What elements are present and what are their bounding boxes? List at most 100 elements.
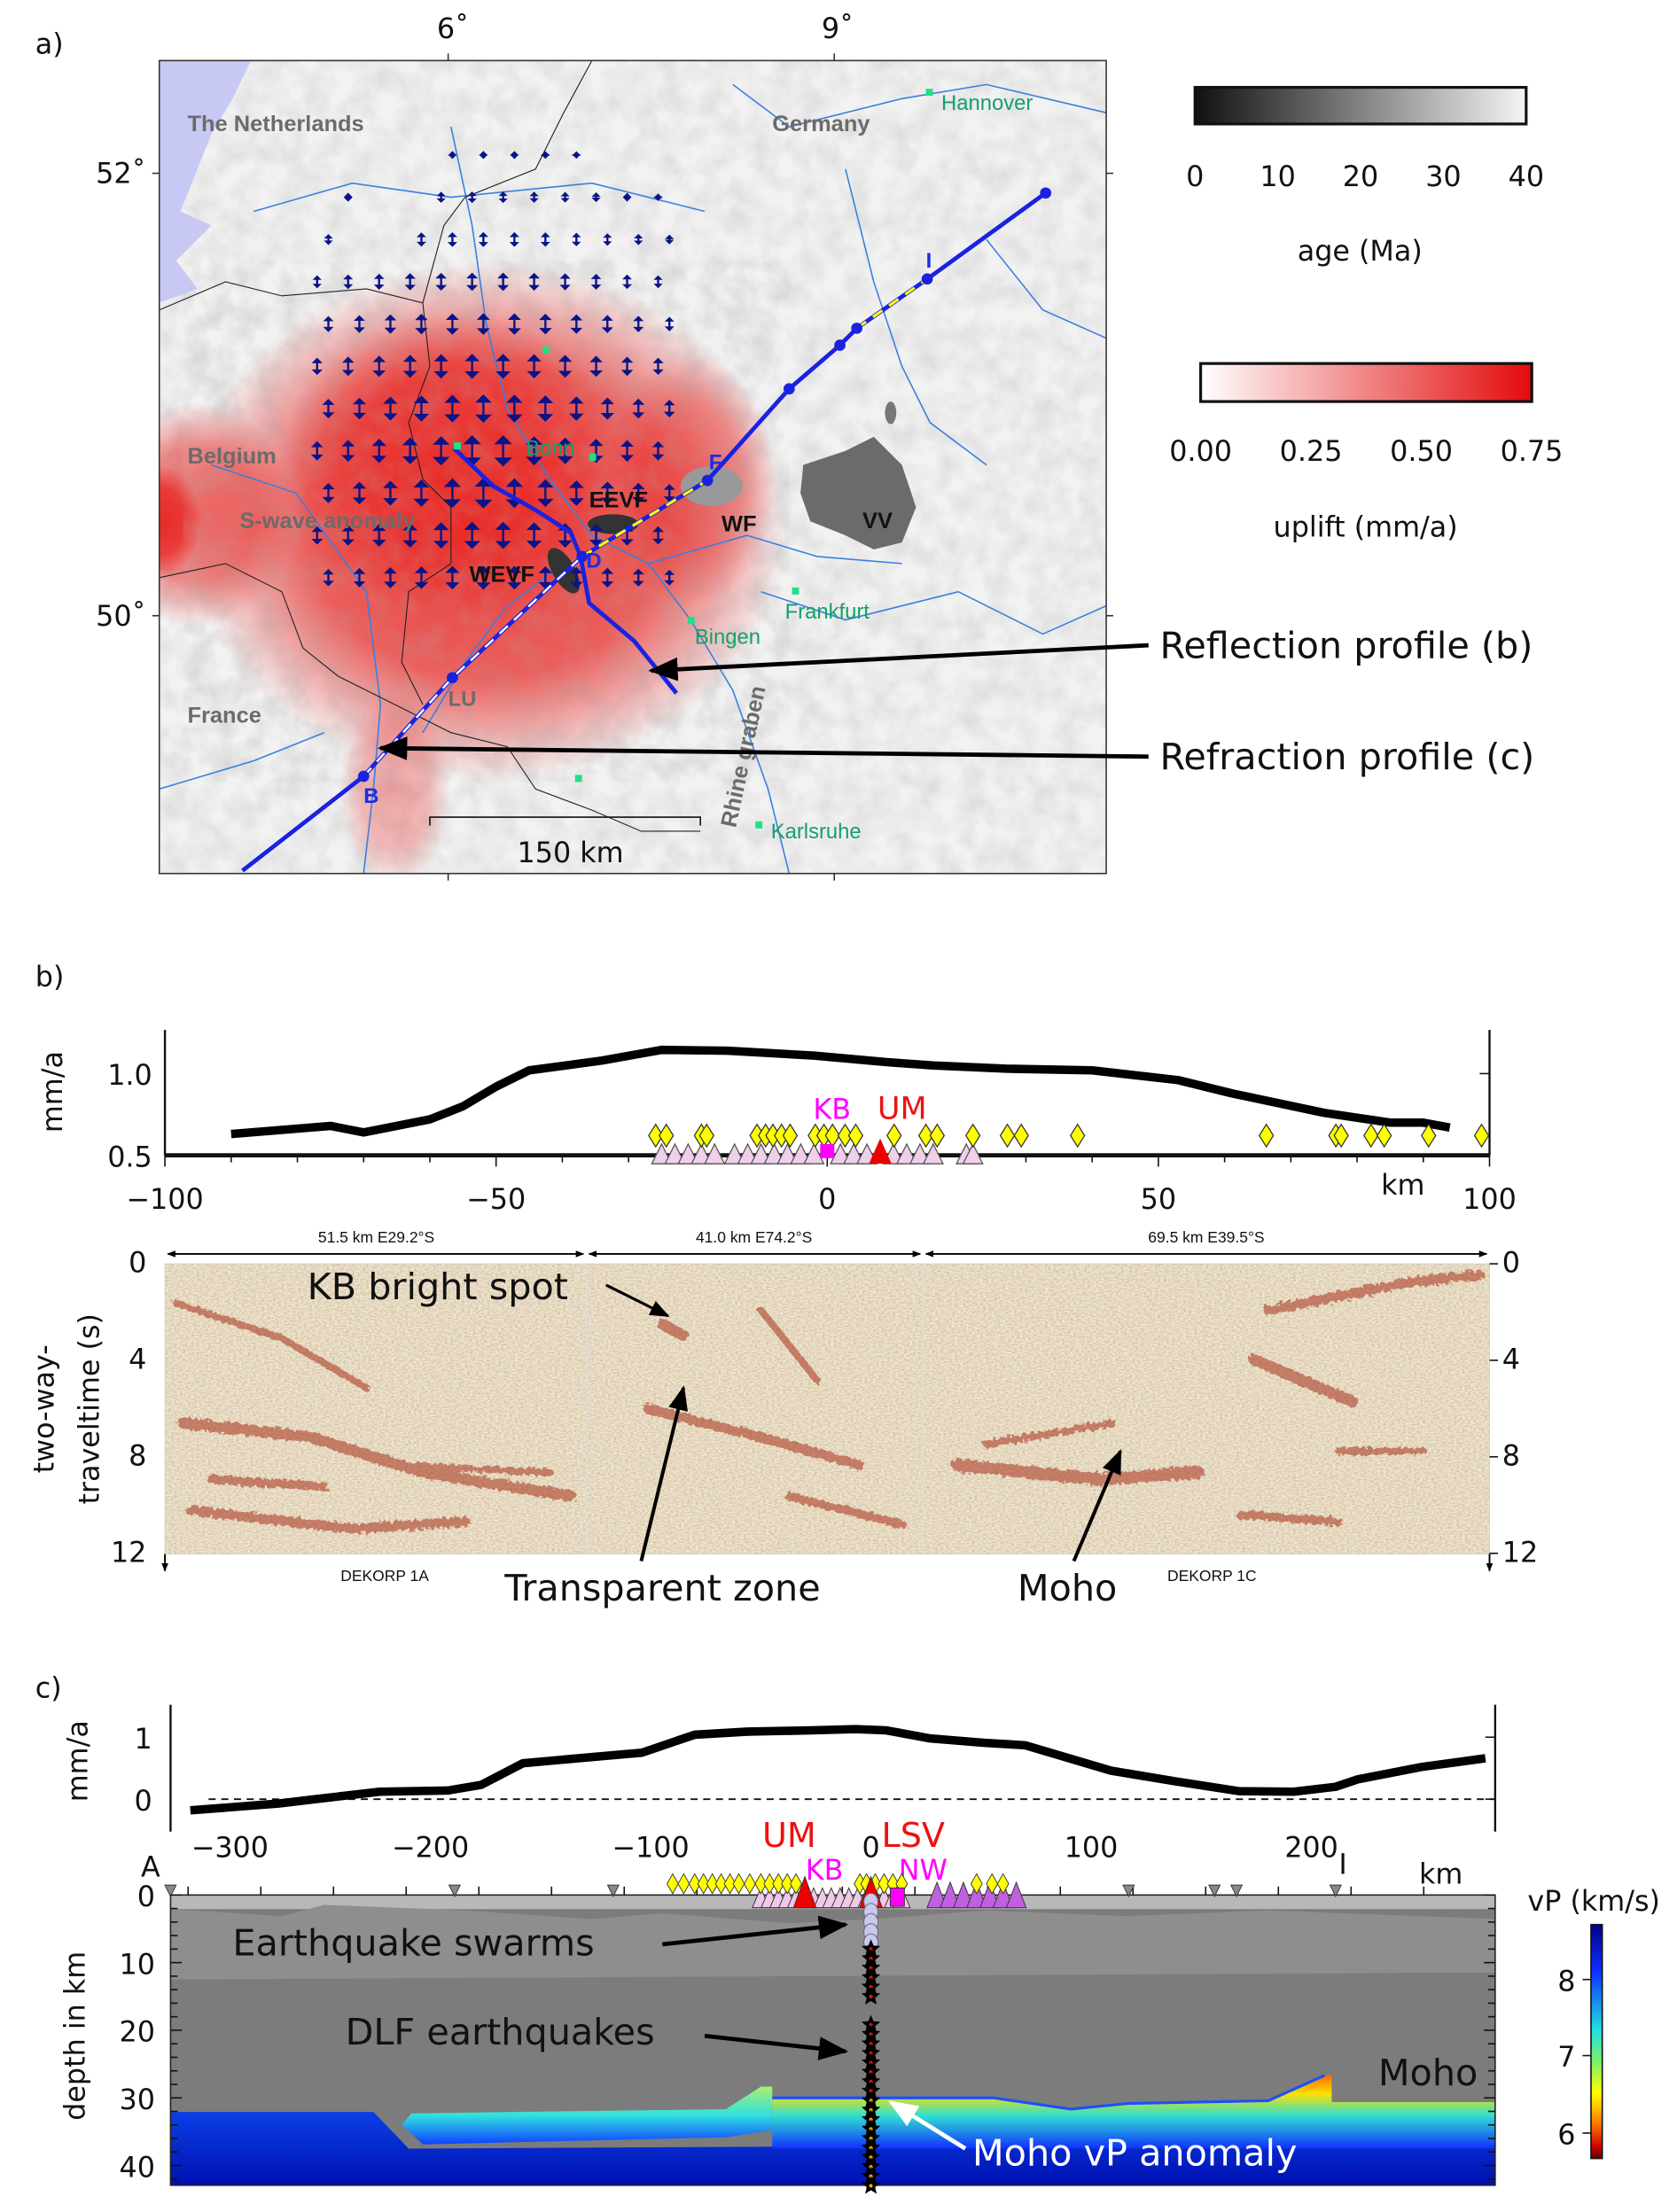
velocity-arrow <box>497 272 510 292</box>
velocity-arrow <box>323 315 334 332</box>
nw-marker <box>889 1887 905 1907</box>
reflection-profile-label: Reflection profile (b) <box>1159 624 1533 666</box>
arrow-head <box>506 394 523 423</box>
arrow-head <box>663 484 675 502</box>
arrow-head <box>352 397 366 420</box>
arrow-head <box>569 566 583 588</box>
arrow-head <box>652 357 664 376</box>
moho-label-b: Moho <box>1018 1567 1117 1609</box>
velocity-arrow <box>343 192 353 202</box>
arrow-head <box>415 314 428 335</box>
arrow-head <box>653 193 663 201</box>
volcano-triangle <box>750 1142 772 1164</box>
arrow-head <box>591 192 601 203</box>
panel-c-uplift-plot: mm/a km A I −300 −200 −100 0 100 200 1 0 UM LSV KB… <box>62 1704 1497 1891</box>
volcano-triangle-purple <box>940 1881 961 1909</box>
maar-diamond <box>970 1873 983 1895</box>
maar-diamond <box>688 1873 701 1895</box>
arrow-head <box>436 191 446 203</box>
velocity-arrow <box>372 355 386 378</box>
velocity-arrow <box>572 151 581 160</box>
uplift-curve <box>190 1725 1486 1815</box>
velocity-arrow <box>653 275 663 289</box>
lat-tick-52: 52˚ <box>96 158 145 191</box>
velocity-arrow <box>479 151 488 160</box>
volcano-triangle <box>962 1142 984 1164</box>
twt-tick-label-left: 4 <box>129 1343 146 1375</box>
velocity-arrow <box>510 151 519 160</box>
lon-tick-6: 6˚ <box>437 12 469 45</box>
velocity-arrow <box>443 478 462 509</box>
velocity-arrow <box>541 151 550 160</box>
velocity-arrow <box>529 191 539 203</box>
arrow-head <box>371 524 386 547</box>
maar-diamond <box>1070 1123 1086 1149</box>
velocity-arrow <box>652 526 664 545</box>
reflection-arrow <box>648 643 1149 682</box>
maar-diamond <box>1013 1123 1029 1149</box>
velocity-arrow <box>413 395 430 422</box>
arrow-head <box>478 231 488 247</box>
moho-vp-anomaly-label: Moho vP anomaly <box>972 2132 1297 2175</box>
volcano-triangle <box>790 1142 812 1164</box>
age-tick-label: 20 <box>1343 160 1378 193</box>
marker-label-lsv: LSV <box>881 1816 945 1855</box>
panel-b-uplift-plot: mm/a km −100 −50 0 50 100 1.0 0.5 KB UM <box>36 1030 1517 1216</box>
velocity-arrow <box>620 440 634 462</box>
arrow-head <box>354 315 365 333</box>
velocity-arrow <box>445 313 459 335</box>
arrow-head <box>651 440 665 461</box>
velocity-arrow <box>433 354 448 379</box>
arrow-head <box>476 313 490 335</box>
age-tick-label: 0 <box>1186 160 1204 193</box>
arrow-head <box>507 565 522 590</box>
country-germany: Germany <box>772 112 870 136</box>
kb-arrow <box>604 1283 670 1318</box>
velocity-arrow <box>445 565 460 590</box>
arrow-head <box>558 354 573 378</box>
city-bingen: Bingen <box>695 626 760 650</box>
velocity-arrow <box>540 232 550 247</box>
volcano-triangle <box>651 1142 673 1164</box>
panel-label-c: c) <box>35 1672 62 1705</box>
arrow-head <box>383 396 398 421</box>
arrow-head <box>417 232 426 247</box>
station-marker <box>1329 1884 1343 1897</box>
twt-tick-label-right: 0 <box>1502 1247 1520 1280</box>
kb-label: KB <box>813 1093 851 1125</box>
depth-tick-label: 20 <box>119 2016 154 2049</box>
velocity-arrow <box>341 525 355 546</box>
depth-tick-label: 0 <box>137 1881 155 1913</box>
line-label-dekorp-1a: DEKORP 1A <box>340 1567 429 1585</box>
arrow-head <box>632 568 644 587</box>
arrow-head <box>433 354 448 379</box>
volcano-triangle-purple <box>966 1881 987 1909</box>
eevf-label: EEVF <box>589 487 648 512</box>
arrow-head <box>445 313 459 335</box>
x-tick-label: 50 <box>1141 1183 1176 1216</box>
panel-label-a: a) <box>35 27 64 60</box>
um-marker <box>792 1875 817 1909</box>
velocity-arrow <box>324 234 333 245</box>
arrow-head <box>433 436 450 466</box>
moho-anomaly-arrow <box>887 2099 967 2151</box>
age-colorbar: 0 10 20 30 40 age (Ma) <box>1186 85 1544 268</box>
velocity-arrow <box>352 397 366 420</box>
kb-marker <box>820 1143 835 1158</box>
moho-arrow-b <box>1072 1448 1122 1562</box>
panel-c-xlabel: km <box>1419 1858 1462 1891</box>
arrow-head <box>600 481 615 505</box>
lat-tick-50: 50˚ <box>96 600 145 633</box>
arrow-head <box>323 315 334 332</box>
arrow-head <box>322 398 335 419</box>
volcano-triangle <box>704 1142 726 1164</box>
velocity-arrow <box>653 193 663 201</box>
maar-diamond <box>698 1123 714 1149</box>
arrow-head <box>653 275 663 289</box>
maar-diamond <box>996 1873 1010 1895</box>
station-marker <box>606 1884 620 1897</box>
velocity-arrow <box>384 566 397 588</box>
arrow-head <box>540 232 550 247</box>
city-hannover: Hannover <box>941 91 1033 115</box>
arrow-head <box>341 525 355 546</box>
